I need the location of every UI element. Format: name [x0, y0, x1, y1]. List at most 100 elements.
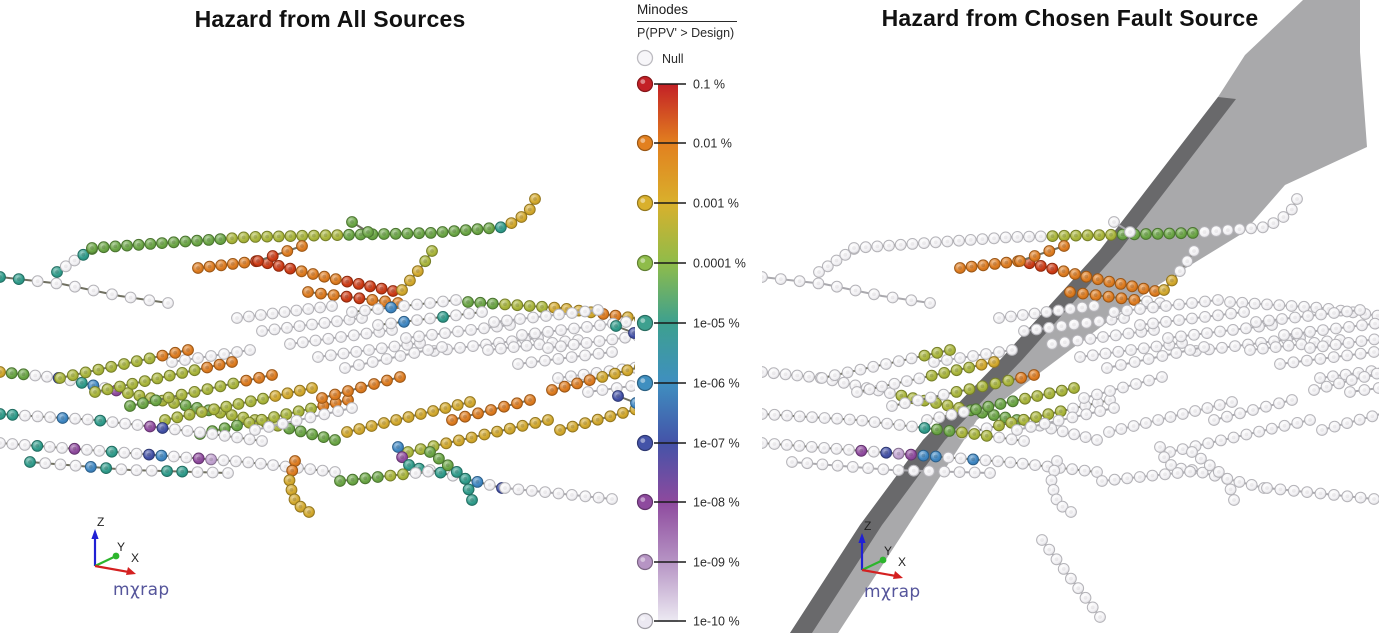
minode-bead [441, 459, 454, 472]
minode-bead [462, 296, 474, 308]
minode-bead-core [1375, 371, 1379, 376]
minode-bead-core [954, 390, 959, 394]
minode-bead-core [1228, 487, 1233, 492]
minode-bead-core [1237, 227, 1242, 232]
minode-bead [606, 333, 619, 346]
minode-bead-core [948, 348, 952, 352]
minode-bead [155, 449, 168, 462]
minode-bead-core [1333, 342, 1338, 347]
legend-dot [636, 374, 654, 392]
left-panel-viewport[interactable]: ZYX [0, 0, 635, 633]
minode-bead-core [569, 355, 574, 359]
minode-bead-core [454, 313, 458, 318]
minode-bead [1065, 572, 1077, 585]
right-panel-viewport[interactable]: ZYX [762, 0, 1379, 633]
minode-bead [1128, 294, 1141, 306]
minode-bead [181, 425, 194, 437]
minode-bead-core [404, 336, 408, 340]
minode-bead [774, 273, 787, 286]
minode-bead-core [531, 315, 535, 320]
excavation-string [252, 240, 308, 267]
minode-bead-core [1126, 331, 1131, 336]
minode-bead-core [242, 260, 247, 265]
minode-bead-core [271, 463, 275, 467]
minode-bead-core [1032, 373, 1036, 377]
minode-bead-core [231, 381, 236, 386]
minode-bead-core [571, 342, 576, 347]
minode-bead-core [415, 318, 419, 322]
minode-bead-core [147, 356, 152, 361]
minode-bead-core [585, 325, 589, 329]
minode-bead-core [382, 421, 386, 425]
minode-bead [905, 352, 918, 365]
minode-bead [413, 330, 425, 343]
minode-bead [1121, 304, 1133, 317]
minode-bead-core [1216, 470, 1221, 474]
minode-bead-core [992, 360, 996, 364]
minode-bead-core [807, 374, 811, 379]
minode-bead-core [544, 314, 548, 318]
minode-bead-core [1261, 346, 1265, 351]
minode-bead-core [475, 227, 480, 232]
minode-bead [1256, 221, 1269, 234]
minode-bead [226, 232, 238, 245]
minode-bead-core [350, 220, 354, 224]
minode-bead [1043, 387, 1056, 400]
minode-bead-core [1174, 351, 1179, 355]
minode-bead-core [331, 293, 336, 297]
minode-bead-core [1069, 576, 1073, 581]
minode-bead-core [35, 279, 40, 284]
minode-bead [424, 297, 436, 309]
minode-bead-core [1082, 396, 1086, 400]
minode-bead-core [1358, 308, 1362, 312]
minode-bead [938, 465, 951, 478]
minode-bead-core [70, 373, 75, 378]
minode-bead [1074, 351, 1086, 363]
minode-bead [385, 317, 397, 330]
minode-bead-core [1343, 372, 1348, 377]
minode-bead-core [790, 460, 794, 464]
minode-bead-core [282, 310, 287, 314]
minode-bead-core [226, 471, 230, 475]
minode-bead-core [1034, 327, 1039, 332]
minode-bead-core [1273, 345, 1278, 349]
minode-bead-core [616, 394, 620, 398]
minode-bead-core [322, 321, 327, 325]
minode-bead-core [1081, 291, 1085, 296]
minode-bead-core [1131, 424, 1136, 428]
minode-bead-core [946, 455, 951, 460]
minode-bead [205, 453, 218, 466]
minode-bead [988, 356, 1000, 368]
minode-bead [1202, 437, 1215, 450]
minode-bead [610, 320, 622, 332]
minode-bead-core [1249, 226, 1253, 231]
minode-bead [867, 445, 880, 458]
minode-bead-core [518, 317, 522, 321]
minode-bead [1196, 466, 1209, 479]
minode-bead-core [915, 398, 920, 403]
minode-bead-core [816, 281, 821, 286]
minode-bead [1000, 256, 1013, 269]
minode-bead-core [834, 258, 839, 263]
minode-bead-core [119, 467, 124, 472]
excavation-string [316, 371, 406, 404]
minode-bead [967, 453, 980, 466]
minode-bead-core [845, 370, 850, 375]
minode-bead-core [229, 413, 234, 417]
minode-bead [440, 437, 453, 450]
minode-bead-core [1332, 493, 1336, 497]
minode-bead [596, 371, 609, 383]
minode-bead-core [957, 470, 962, 474]
minode-bead [59, 260, 72, 273]
minode-bead [385, 301, 397, 314]
minode-bead-core [1200, 470, 1205, 475]
minode-bead-core [109, 364, 114, 369]
minode-bead [126, 377, 139, 390]
minode-bead-core [455, 403, 460, 407]
minode-bead-core [958, 266, 962, 270]
minode-bead-core [1264, 404, 1268, 409]
minode-bead-core [929, 373, 934, 378]
minode-bead [1238, 306, 1250, 318]
minode-bead-core [1116, 349, 1121, 354]
minode-bead-core [1042, 421, 1047, 426]
